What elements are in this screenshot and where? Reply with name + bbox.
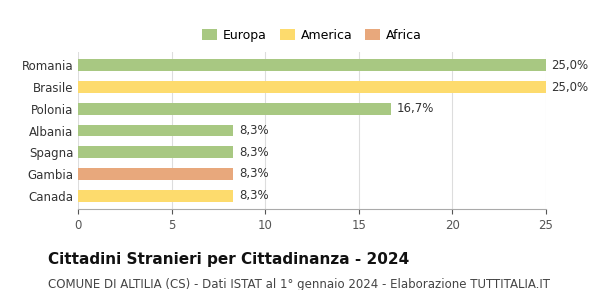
Text: Cittadini Stranieri per Cittadinanza - 2024: Cittadini Stranieri per Cittadinanza - 2…	[48, 252, 409, 267]
Bar	[78, 146, 233, 158]
Legend: Europa, America, Africa: Europa, America, Africa	[197, 24, 427, 47]
Bar	[78, 190, 233, 202]
Text: 25,0%: 25,0%	[551, 81, 589, 94]
Text: 25,0%: 25,0%	[551, 59, 589, 72]
Text: COMUNE DI ALTILIA (CS) - Dati ISTAT al 1° gennaio 2024 - Elaborazione TUTTITALIA: COMUNE DI ALTILIA (CS) - Dati ISTAT al 1…	[48, 278, 550, 290]
Bar	[78, 103, 391, 115]
Bar	[78, 124, 233, 137]
Text: 8,3%: 8,3%	[239, 167, 269, 180]
Bar	[78, 168, 233, 180]
Bar	[78, 81, 546, 93]
Text: 8,3%: 8,3%	[239, 146, 269, 159]
Bar	[78, 59, 546, 71]
Text: 8,3%: 8,3%	[239, 124, 269, 137]
Text: 8,3%: 8,3%	[239, 189, 269, 202]
Text: 16,7%: 16,7%	[396, 102, 434, 115]
